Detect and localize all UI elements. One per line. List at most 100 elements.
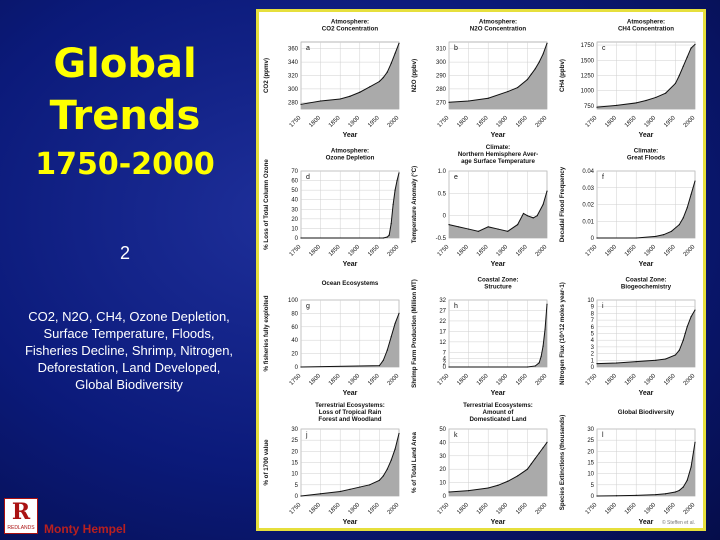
data-point bbox=[497, 484, 499, 486]
data-point bbox=[487, 97, 489, 99]
data-point bbox=[468, 490, 470, 492]
y-tick-label: 10 bbox=[587, 298, 594, 304]
x-tick-label: 1900 bbox=[496, 373, 510, 387]
data-point bbox=[540, 355, 542, 358]
data-point bbox=[674, 354, 676, 356]
y-tick-label: 0.02 bbox=[582, 203, 594, 209]
y-tick-label: 2 bbox=[443, 361, 447, 367]
x-tick-label: 1800 bbox=[308, 502, 322, 516]
y-tick-label: 340 bbox=[288, 60, 299, 66]
data-point bbox=[526, 215, 528, 217]
y-tick-label: 300 bbox=[436, 60, 447, 66]
data-point bbox=[300, 237, 302, 239]
x-tick-label: 1800 bbox=[456, 115, 470, 129]
data-point bbox=[538, 452, 540, 454]
x-tick-label: 1850 bbox=[476, 373, 490, 387]
data-point bbox=[635, 361, 637, 363]
data-point bbox=[507, 90, 509, 93]
plot-frame bbox=[300, 170, 400, 239]
y-tick-label: 0 bbox=[295, 365, 299, 371]
data-point bbox=[382, 359, 384, 361]
data-point bbox=[300, 495, 302, 497]
x-tick-label: 2000 bbox=[535, 502, 549, 516]
y-tick-label: 25 bbox=[291, 438, 298, 444]
panel-letter: b bbox=[454, 45, 458, 52]
x-tick-label: 2000 bbox=[683, 115, 697, 129]
y-tick-label: 3 bbox=[591, 345, 595, 351]
y-tick-label: 20 bbox=[291, 217, 298, 223]
panel-letter: l bbox=[602, 432, 604, 439]
x-tick-label: 1750 bbox=[585, 373, 599, 387]
y-tick-label: 0 bbox=[443, 365, 447, 371]
chart-title: Amount of bbox=[483, 409, 515, 416]
y-tick-label: 30 bbox=[439, 454, 446, 460]
data-point bbox=[369, 86, 371, 88]
y-axis-label: Nitrogen Flux (10^12 moles year-1) bbox=[559, 282, 566, 385]
chart-title: Biogeochemistry bbox=[621, 284, 672, 291]
y-axis-label: Temperature Anomaly (°C) bbox=[411, 166, 418, 243]
data-point bbox=[665, 92, 667, 94]
x-tick-label: 1850 bbox=[624, 373, 638, 387]
y-tick-label: 750 bbox=[584, 104, 595, 110]
x-tick-label: 2000 bbox=[535, 115, 549, 129]
data-point bbox=[538, 362, 540, 364]
y-tick-label: 300 bbox=[288, 87, 299, 93]
y-tick-label: 15 bbox=[587, 461, 594, 467]
data-point bbox=[690, 466, 692, 468]
y-tick-label: 10 bbox=[439, 481, 446, 487]
x-tick-label: 1750 bbox=[289, 115, 303, 129]
data-point bbox=[390, 459, 392, 461]
chart-c: Atmosphere:CH4 Concentration 1750 1800 1850… bbox=[559, 19, 697, 140]
data-point bbox=[665, 493, 667, 495]
data-point bbox=[690, 193, 692, 196]
x-tick-label: 1900 bbox=[496, 244, 510, 258]
data-point bbox=[390, 336, 392, 338]
panel-letter: d bbox=[306, 174, 310, 181]
chart-l: Global Biodiversity 1750 1800 1850 1900 1950 2… bbox=[559, 409, 697, 526]
x-tick-label: 1850 bbox=[624, 244, 638, 258]
x-axis-label: Year bbox=[639, 390, 654, 397]
data-point bbox=[300, 103, 302, 105]
data-point bbox=[542, 345, 544, 347]
data-point bbox=[497, 228, 499, 230]
x-tick-label: 1800 bbox=[604, 373, 618, 387]
x-tick-label: 1950 bbox=[367, 373, 381, 387]
y-tick-label: 7 bbox=[443, 350, 447, 356]
data-point bbox=[694, 43, 696, 46]
x-tick-label: 1850 bbox=[476, 502, 490, 516]
series-area bbox=[301, 433, 399, 496]
series-line bbox=[596, 44, 696, 108]
data-point bbox=[320, 493, 322, 495]
x-axis-label: Year bbox=[343, 132, 358, 139]
data-point bbox=[382, 237, 384, 239]
series-line bbox=[596, 309, 696, 365]
data-point bbox=[663, 234, 665, 236]
y-tick-label: 360 bbox=[288, 47, 299, 53]
data-point bbox=[655, 96, 657, 99]
data-point bbox=[544, 328, 546, 330]
x-tick-label: 1850 bbox=[328, 502, 342, 516]
data-point bbox=[390, 223, 392, 225]
x-tick-label: 1900 bbox=[348, 373, 362, 387]
data-point bbox=[534, 68, 536, 70]
data-point bbox=[392, 203, 394, 206]
x-axis-label: Year bbox=[343, 519, 358, 526]
y-tick-label: 50 bbox=[439, 427, 446, 433]
series-area bbox=[597, 44, 695, 109]
panel-letter: e bbox=[454, 174, 458, 181]
y-tick-label: 280 bbox=[288, 100, 299, 106]
data-point bbox=[526, 78, 528, 81]
series-area bbox=[597, 181, 695, 238]
y-tick-label: 0.04 bbox=[582, 169, 594, 175]
y-tick-label: 10 bbox=[291, 472, 298, 478]
y-tick-label: 2 bbox=[591, 352, 595, 358]
series-line bbox=[300, 433, 400, 497]
x-axis-label: Year bbox=[343, 390, 358, 397]
data-point bbox=[339, 98, 341, 100]
series-area bbox=[597, 442, 695, 496]
data-point bbox=[542, 447, 544, 449]
y-tick-label: 5 bbox=[591, 332, 595, 338]
x-tick-label: 1850 bbox=[476, 115, 490, 129]
data-point bbox=[398, 432, 400, 435]
